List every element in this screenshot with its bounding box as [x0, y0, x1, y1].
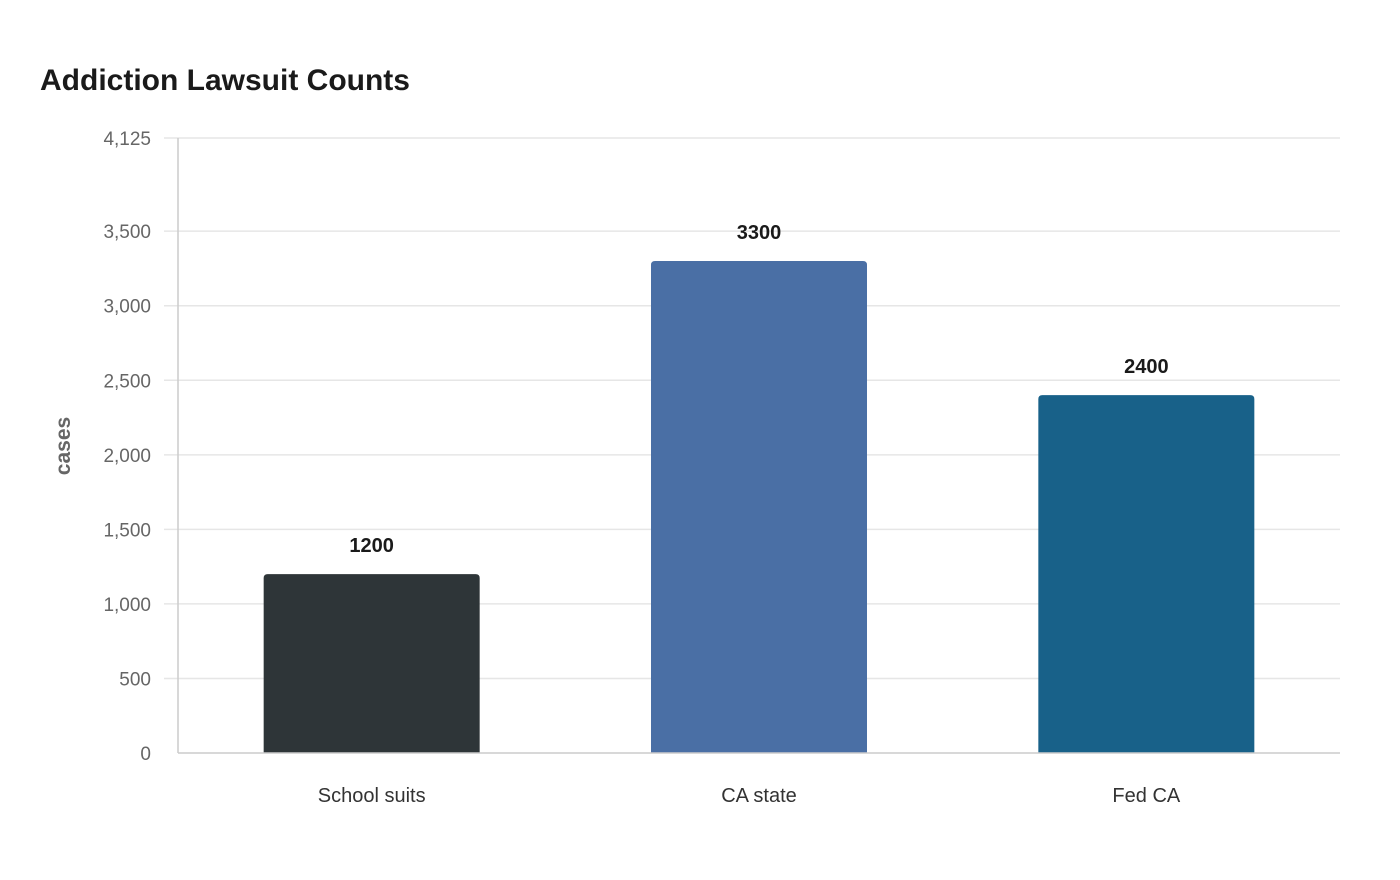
bar	[263, 574, 480, 753]
y-tick-label: 4,125	[103, 129, 151, 150]
y-tick-label: 500	[119, 669, 151, 690]
y-tick-label: 3,000	[103, 297, 151, 318]
x-tick-label: Fed CA	[1112, 785, 1180, 807]
bars	[263, 261, 1255, 753]
chart-title: Addiction Lawsuit Counts	[40, 64, 410, 97]
y-tick-label: 1,500	[103, 520, 151, 541]
bar-value-label: 2400	[1124, 356, 1169, 378]
bar-value-label: 1200	[349, 535, 394, 557]
bar	[1038, 395, 1255, 753]
y-axis-ticks: 0 500 1,000 1,500 2,000 2,500 3,000 3,500 4,125	[103, 129, 151, 765]
data-labels: 1200 3300 2400	[349, 222, 1168, 557]
x-axis-ticks: School suits CA state Fed CA	[318, 785, 1181, 807]
bar	[651, 261, 867, 753]
y-tick-label: 3,500	[103, 222, 151, 243]
y-tick-label: 0	[140, 744, 151, 765]
y-tick-label: 2,500	[103, 371, 151, 392]
y-tick-label: 2,000	[103, 446, 151, 467]
x-tick-label: School suits	[318, 785, 426, 807]
y-axis-label: cases	[52, 417, 75, 475]
bar-value-label: 3300	[737, 222, 782, 244]
x-tick-label: CA state	[721, 785, 797, 807]
y-tick-label: 1,000	[103, 595, 151, 616]
